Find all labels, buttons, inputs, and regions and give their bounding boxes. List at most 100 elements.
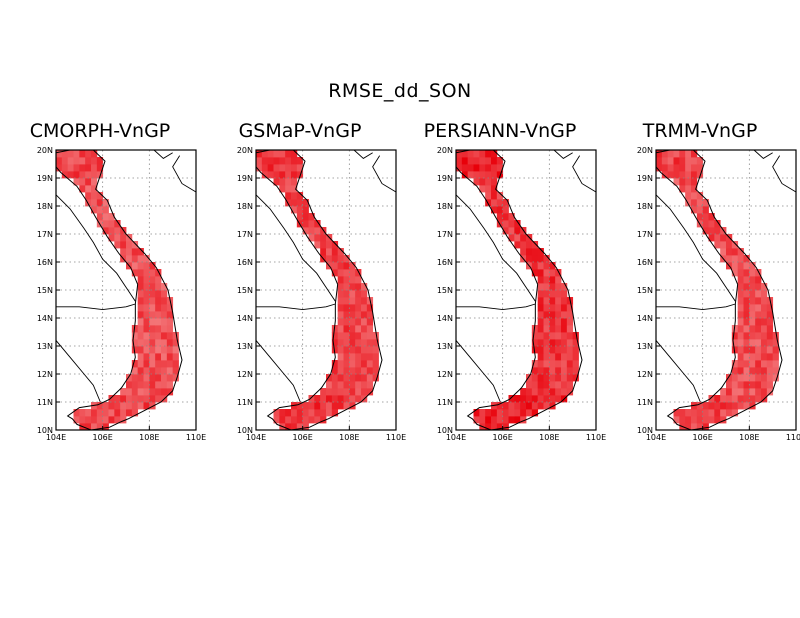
rmse-cell xyxy=(685,157,692,165)
rmse-cell xyxy=(543,353,550,361)
rmse-cell xyxy=(696,164,704,172)
rmse-cell xyxy=(766,318,774,326)
rmse-cell xyxy=(337,283,344,291)
rmse-cell xyxy=(355,360,362,368)
rmse-cell xyxy=(720,241,727,249)
rmse-cell xyxy=(143,367,150,375)
rmse-cell xyxy=(131,346,139,354)
rmse-cell xyxy=(349,346,356,354)
rmse-cell xyxy=(708,395,715,403)
rmse-cell xyxy=(67,150,74,158)
rmse-cell xyxy=(755,346,762,354)
country-border xyxy=(172,155,197,193)
rmse-cell xyxy=(555,290,562,298)
rmse-cell xyxy=(137,388,144,396)
rmse-cell xyxy=(137,402,144,410)
rmse-cell xyxy=(155,269,162,277)
country-border xyxy=(153,149,173,159)
rmse-cell xyxy=(691,185,698,193)
rmse-cell xyxy=(343,395,350,403)
rmse-cell xyxy=(473,171,480,179)
rmse-cell xyxy=(326,255,333,263)
rmse-cell xyxy=(256,164,263,172)
rmse-cell xyxy=(496,199,504,207)
rmse-cell xyxy=(296,409,304,417)
rmse-cell xyxy=(549,318,556,326)
rmse-cell xyxy=(349,325,356,333)
lon-tick-label: 104E xyxy=(646,433,666,442)
rmse-cell xyxy=(731,339,739,347)
rmse-cell xyxy=(149,311,156,319)
country-border xyxy=(553,149,573,159)
rmse-cell xyxy=(720,416,727,424)
rmse-cell xyxy=(755,353,762,361)
rmse-cell xyxy=(737,332,744,340)
rmse-cell xyxy=(755,360,762,368)
rmse-cell xyxy=(355,325,362,333)
rmse-cell xyxy=(331,255,339,263)
rmse-cell xyxy=(320,388,327,396)
rmse-cell xyxy=(143,255,150,263)
rmse-cell xyxy=(537,367,544,375)
rmse-cell xyxy=(673,157,680,165)
rmse-cell xyxy=(537,269,544,277)
rmse-cell xyxy=(331,374,339,382)
lat-tick-label: 17N xyxy=(437,230,453,239)
rmse-cell xyxy=(91,171,98,179)
rmse-cell xyxy=(566,311,574,319)
rmse-cell xyxy=(561,339,568,347)
rmse-cell xyxy=(285,178,292,186)
rmse-cell xyxy=(285,409,292,417)
rmse-cell xyxy=(73,409,80,417)
rmse-cell xyxy=(143,381,150,389)
rmse-cell xyxy=(685,199,692,207)
rmse-cell xyxy=(502,402,509,410)
rmse-cell xyxy=(355,381,362,389)
rmse-cell xyxy=(479,409,486,417)
figure-title: RMSE_dd_SON xyxy=(328,80,472,102)
rmse-cell xyxy=(473,150,480,158)
lon-tick-label: 110E xyxy=(186,433,206,442)
lat-tick-label: 13N xyxy=(637,342,653,351)
rmse-cell xyxy=(537,276,544,284)
rmse-cell xyxy=(561,346,568,354)
lat-tick-label: 10N xyxy=(237,426,253,435)
rmse-cell xyxy=(561,388,568,396)
rmse-cell xyxy=(85,171,92,179)
rmse-cell xyxy=(155,360,162,368)
rmse-cell xyxy=(261,171,269,179)
rmse-cell xyxy=(279,185,286,193)
rmse-cell xyxy=(461,171,469,179)
rmse-cell xyxy=(566,360,574,368)
rmse-cell xyxy=(137,332,144,340)
rmse-cell xyxy=(355,353,362,361)
rmse-cell xyxy=(673,409,680,417)
rmse-cell xyxy=(296,199,304,207)
rmse-cell xyxy=(166,381,174,389)
rmse-cell xyxy=(749,304,756,312)
rmse-cell xyxy=(743,332,750,340)
rmse-cell xyxy=(291,185,298,193)
rmse-cell xyxy=(372,353,379,361)
rmse-cell xyxy=(314,395,321,403)
rmse-cell xyxy=(737,283,744,291)
map-gsmap: 10N 11N 12N 13N 14N 15N 16N 17N 18N 19N 20N 104E 106… xyxy=(237,146,406,442)
rmse-cell xyxy=(737,346,744,354)
rmse-cell xyxy=(79,409,86,417)
rmse-cell xyxy=(56,150,63,158)
rmse-cell xyxy=(520,241,527,249)
rmse-cell xyxy=(143,395,150,403)
lat-tick-label: 12N xyxy=(437,370,453,379)
rmse-cell xyxy=(772,374,779,382)
country-border xyxy=(255,194,336,302)
rmse-cell xyxy=(285,164,292,172)
rmse-cell xyxy=(685,416,692,424)
rmse-cell xyxy=(308,220,315,228)
country-border xyxy=(55,194,136,302)
rmse-cell xyxy=(355,395,362,403)
rmse-cell xyxy=(349,395,356,403)
rmse-cell xyxy=(343,360,350,368)
rmse-cell xyxy=(772,360,779,368)
rmse-cell xyxy=(166,332,174,340)
rmse-cell xyxy=(131,332,139,340)
